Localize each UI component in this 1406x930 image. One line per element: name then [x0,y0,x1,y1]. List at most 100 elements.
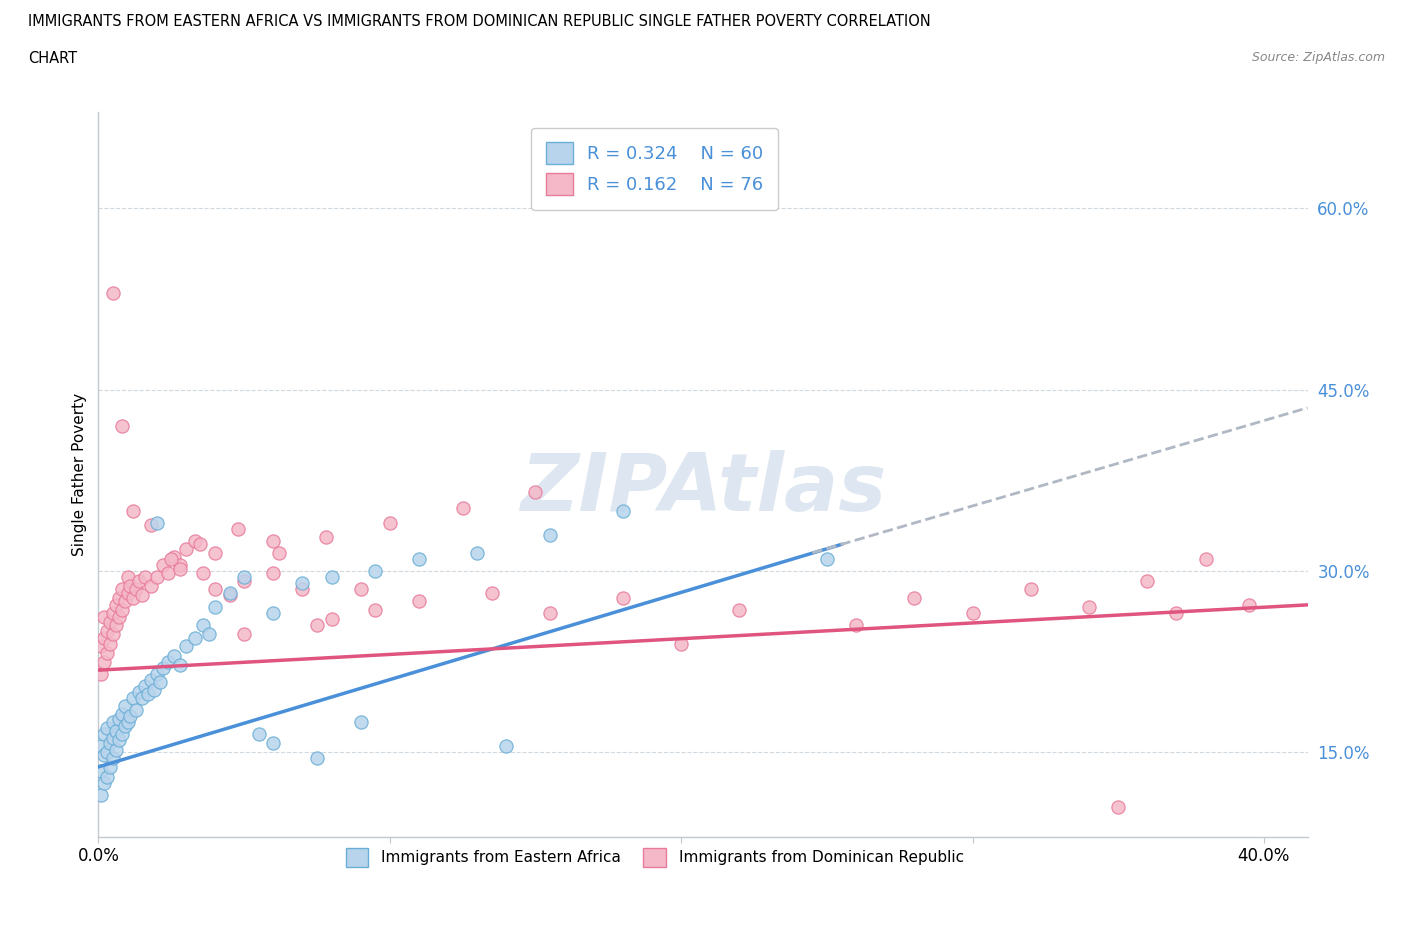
Point [111,727,134,742]
Point [111,582,134,597]
Point [305,618,328,633]
Point [93,631,115,645]
Point [321,612,343,627]
Point [90,639,112,654]
Point [117,585,139,600]
Point [218,588,240,603]
Point [190,537,212,551]
Point [90,667,112,682]
Point [149,675,172,690]
Point [128,684,150,699]
Point [111,603,134,618]
Point [1019,582,1042,597]
Point [524,485,547,500]
Point [108,711,131,726]
Point [233,627,256,642]
Point [1136,573,1159,588]
Point [101,715,124,730]
Point [183,631,205,645]
Point [145,570,167,585]
Point [465,546,488,561]
Point [226,521,249,536]
Point [120,709,142,724]
Point [108,609,131,624]
Point [96,769,118,784]
Point [98,760,121,775]
Point [111,706,134,721]
Text: Source: ZipAtlas.com: Source: ZipAtlas.com [1251,51,1385,64]
Point [169,561,191,576]
Point [101,606,124,621]
Point [169,558,191,573]
Legend: Immigrants from Eastern Africa, Immigrants from Dominican Republic: Immigrants from Eastern Africa, Immigran… [339,842,970,873]
Point [96,745,118,760]
Point [101,286,124,300]
Text: IMMIGRANTS FROM EASTERN AFRICA VS IMMIGRANTS FROM DOMINICAN REPUBLIC SINGLE FATH: IMMIGRANTS FROM EASTERN AFRICA VS IMMIGR… [28,14,931,29]
Point [145,667,167,682]
Point [669,636,692,651]
Point [104,724,127,738]
Point [117,570,139,585]
Point [174,639,197,654]
Point [247,727,270,742]
Point [204,582,226,597]
Point [262,606,284,621]
Point [90,738,112,753]
Point [111,418,134,433]
Point [163,549,186,564]
Point [90,763,112,777]
Point [183,534,205,549]
Point [305,751,328,766]
Point [125,582,148,597]
Point [101,627,124,642]
Point [114,594,136,609]
Point [96,645,118,660]
Point [378,515,401,530]
Point [122,591,145,605]
Point [134,679,156,694]
Point [364,603,387,618]
Point [114,699,136,714]
Point [96,624,118,639]
Text: ZIPAtlas: ZIPAtlas [520,450,886,528]
Point [163,648,186,663]
Point [131,588,153,603]
Point [291,576,314,591]
Point [728,603,751,618]
Point [93,748,115,763]
Point [104,742,127,757]
Point [262,534,284,549]
Point [350,582,373,597]
Point [98,615,121,630]
Point [315,530,337,545]
Point [117,715,139,730]
Point [291,582,314,597]
Point [101,751,124,766]
Point [152,558,174,573]
Point [93,609,115,624]
Point [267,546,290,561]
Point [114,718,136,733]
Point [408,551,430,566]
Text: CHART: CHART [28,51,77,66]
Point [193,618,215,633]
Point [903,591,925,605]
Point [1078,600,1101,615]
Point [152,660,174,675]
Point [98,736,121,751]
Y-axis label: Single Father Poverty: Single Father Poverty [72,392,87,556]
Point [233,570,256,585]
Point [169,658,191,672]
Point [262,566,284,581]
Point [1107,800,1129,815]
Point [96,721,118,736]
Point [104,618,127,633]
Point [1166,606,1188,621]
Point [845,618,868,633]
Point [142,682,165,697]
Point [108,591,131,605]
Point [98,636,121,651]
Point [204,546,226,561]
Point [198,627,221,642]
Point [233,573,256,588]
